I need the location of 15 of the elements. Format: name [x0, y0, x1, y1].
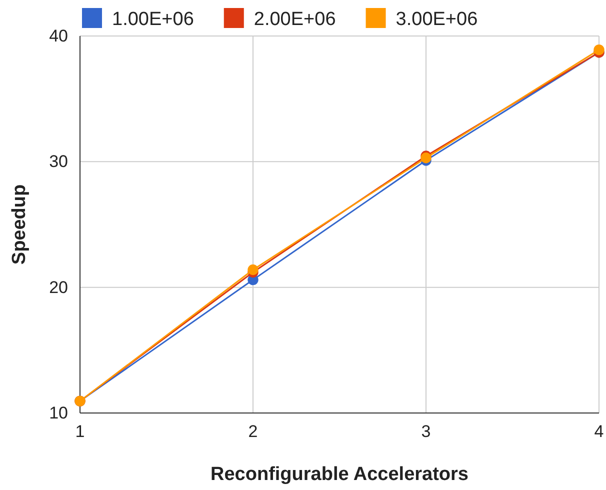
legend-label: 1.00E+06 [112, 9, 194, 30]
x-axis-title: Reconfigurable Accelerators [210, 464, 468, 485]
point [594, 44, 604, 56]
y-tick-label: 40 [49, 26, 68, 46]
x-tick-label: 4 [594, 422, 604, 442]
legend-label: 2.00E+06 [254, 9, 336, 30]
y-tick-label: 10 [49, 403, 68, 422]
x-tick-label: 3 [421, 422, 431, 442]
x-tick-label: 2 [248, 422, 258, 442]
y-tick-label: 30 [49, 152, 68, 172]
x-tick-label: 1 [75, 422, 85, 442]
y-axis-title: Speedup [9, 184, 30, 265]
legend-label: 3.00E+06 [396, 9, 478, 30]
y-tick-label: 20 [49, 278, 68, 297]
point [248, 264, 258, 276]
